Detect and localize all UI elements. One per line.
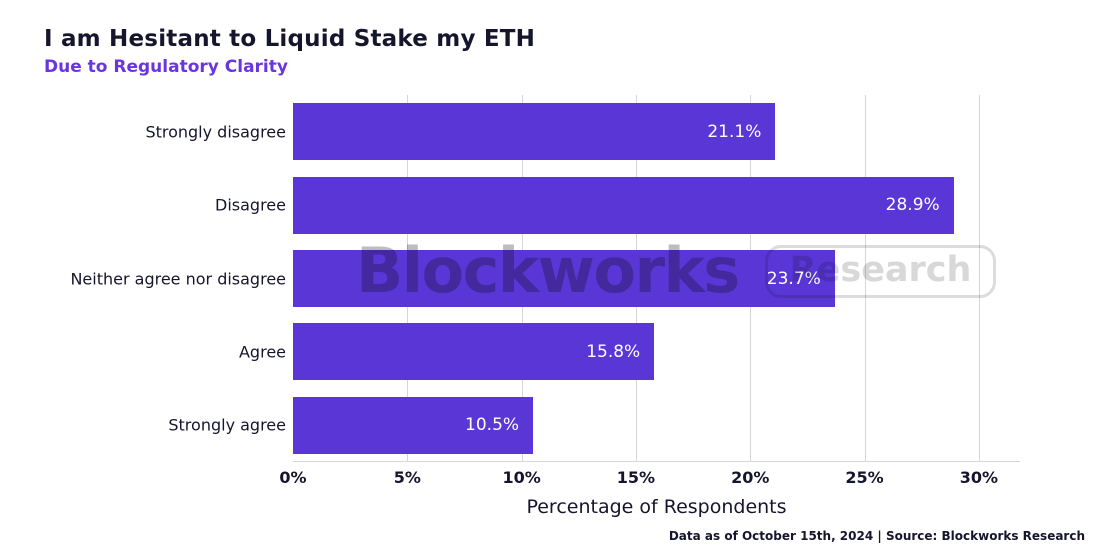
y-axis-category-labels: Strongly disagree Disagree Neither agree n… <box>0 95 286 462</box>
x-tick-label: 5% <box>393 468 421 487</box>
bar-value-label: 28.9% <box>885 195 940 216</box>
bar-value-label: 15.8% <box>586 341 641 362</box>
bar: 21.1% <box>293 103 776 161</box>
x-tick-label: 30% <box>959 468 998 487</box>
bar-value-label: 23.7% <box>766 268 821 289</box>
x-tick-label: 25% <box>845 468 884 487</box>
chart-subtitle: Due to Regulatory Clarity <box>44 57 288 77</box>
bar: 10.5% <box>293 396 534 454</box>
category-label: Neither agree nor disagree <box>70 269 286 288</box>
gridline <box>978 95 980 461</box>
x-tick-label: 10% <box>502 468 541 487</box>
x-tick-label: 15% <box>616 468 656 487</box>
category-label: Strongly disagree <box>145 122 286 142</box>
bar-value-label: 21.1% <box>707 121 762 142</box>
plot-area: 21.1% 28.9% 23.7% 15.8% 10.5% <box>293 95 1020 462</box>
x-tick-label: 0% <box>279 468 307 487</box>
gridline <box>864 95 866 461</box>
bar: 23.7% <box>293 250 835 307</box>
x-tick-label: 20% <box>731 468 770 487</box>
bar-value-label: 10.5% <box>465 415 520 436</box>
bar: 15.8% <box>293 323 655 381</box>
category-label: Agree <box>238 342 286 362</box>
category-label: Disagree <box>215 195 286 215</box>
x-axis-label: Percentage of Respondents <box>526 496 787 518</box>
footer-source-note: Data as of October 15th, 2024 | Source: … <box>668 529 1085 543</box>
bar: 28.9% <box>293 176 954 234</box>
chart-title: I am Hesitant to Liquid Stake my ETH <box>44 26 536 52</box>
category-label: Strongly agree <box>168 415 286 435</box>
